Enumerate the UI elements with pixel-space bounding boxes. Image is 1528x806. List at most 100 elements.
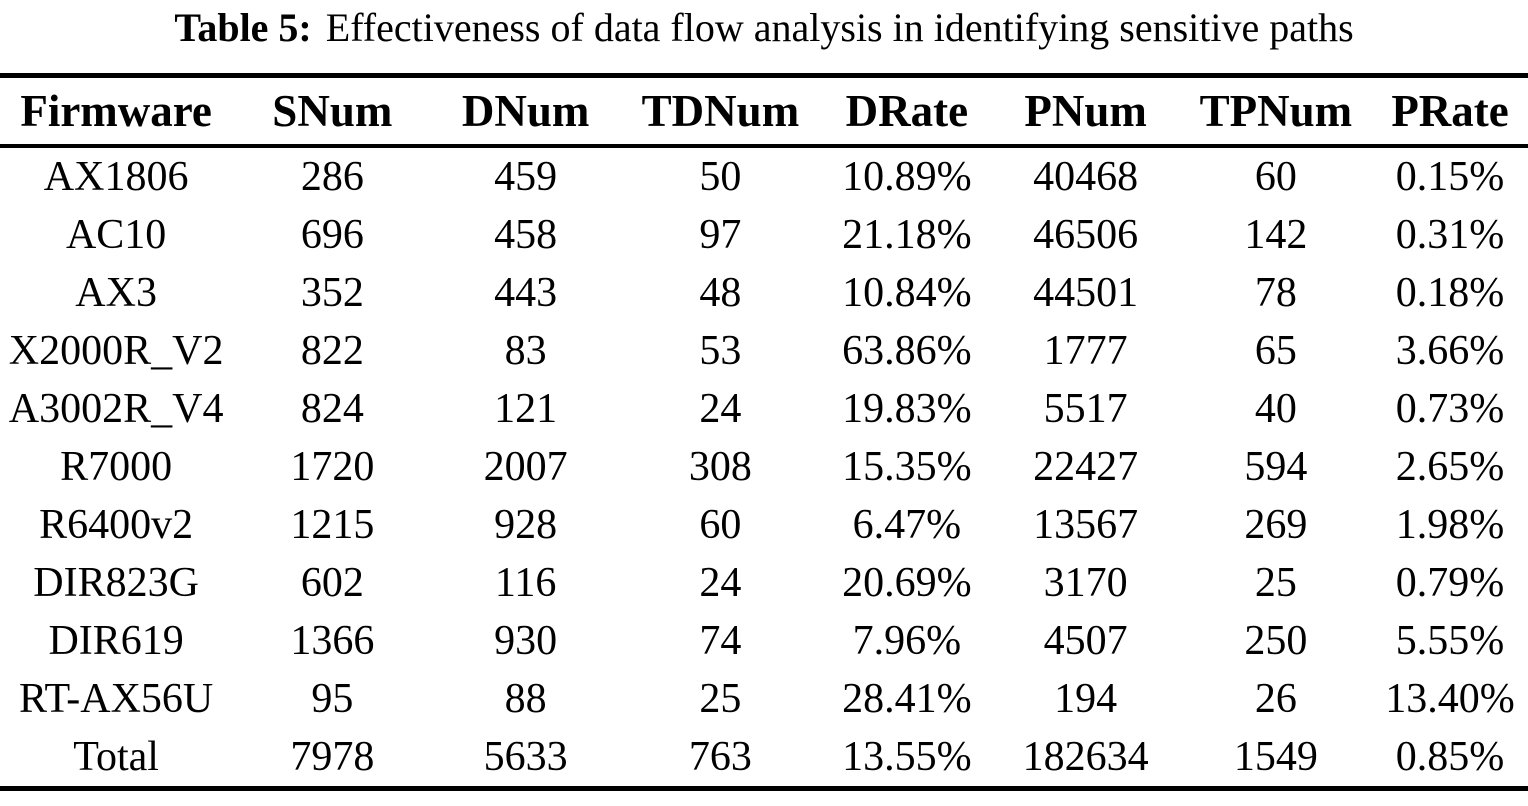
cell-tpnum: 142: [1244, 212, 1308, 258]
cell-pnum: 44501: [1033, 270, 1139, 316]
cell-firmware: RT-AX56U: [18, 676, 214, 722]
cell-drate: 10.89%: [842, 154, 972, 200]
cell-prate: 0.79%: [1395, 560, 1505, 606]
table-row-ac10: AC10 696 458 97 21.18% 46506 142 0.31%: [0, 206, 1528, 264]
cell-dnum: 5633: [483, 734, 568, 780]
cell-drate: 21.18%: [842, 212, 972, 258]
cell-firmware: R6400v2: [39, 502, 194, 548]
cell-tdnum: 25: [699, 676, 742, 722]
cell-pnum: 40468: [1033, 154, 1139, 200]
cell-snum: 352: [300, 270, 364, 316]
cell-tdnum: 763: [688, 734, 752, 780]
cell-snum: 1366: [290, 618, 375, 664]
cell-snum: 696: [300, 212, 364, 258]
cell-prate: 5.55%: [1395, 618, 1505, 664]
cell-prate: 3.66%: [1395, 328, 1505, 374]
cell-drate: 13.55%: [842, 734, 972, 780]
cell-prate: 0.85%: [1395, 734, 1505, 780]
col-header-tpnum: TPNum: [1179, 75, 1373, 148]
cell-prate: 1.98%: [1395, 502, 1505, 548]
cell-pnum: 182634: [1022, 734, 1149, 780]
cell-tpnum: 594: [1244, 444, 1308, 490]
cell-prate: 13.40%: [1385, 676, 1515, 722]
cell-firmware: DIR823G: [33, 560, 199, 606]
cell-tdnum: 50: [699, 154, 742, 200]
cell-tpnum: 26: [1254, 676, 1297, 722]
cell-prate: 0.15%: [1395, 154, 1505, 200]
cell-tdnum: 97: [699, 212, 742, 258]
cell-pnum: 22427: [1033, 444, 1139, 490]
cell-dnum: 458: [494, 212, 558, 258]
cell-tdnum: 60: [699, 502, 742, 548]
table-row-a3002r-v4: A3002R_V4 824 121 24 19.83% 5517 40 0.73…: [0, 380, 1528, 438]
col-header-drate: DRate: [822, 75, 992, 148]
table-header-row: Firmware SNum DNum TDNum DRate PNum TPNu…: [0, 75, 1528, 148]
cell-tdnum: 53: [699, 328, 742, 374]
cell-tpnum: 269: [1244, 502, 1308, 548]
cell-dnum: 116: [494, 560, 557, 606]
col-header-prate: PRate: [1372, 75, 1528, 148]
table-caption: Table 5: Effectiveness of data flow analy…: [0, 0, 1528, 54]
cell-prate: 2.65%: [1395, 444, 1505, 490]
cell-drate: 63.86%: [842, 328, 972, 374]
cell-dnum: 443: [494, 270, 558, 316]
cell-snum: 1215: [290, 502, 375, 548]
cell-firmware: Total: [73, 734, 159, 780]
cell-dnum: 459: [494, 154, 558, 200]
cell-snum: 7978: [290, 734, 375, 780]
data-flow-analysis-table: Firmware SNum DNum TDNum DRate PNum TPNu…: [0, 73, 1528, 791]
cell-firmware: DIR619: [48, 618, 184, 664]
cell-snum: 822: [300, 328, 364, 374]
col-header-dnum: DNum: [432, 75, 619, 148]
cell-tdnum: 48: [699, 270, 742, 316]
cell-dnum: 83: [504, 328, 547, 374]
cell-tpnum: 40: [1254, 386, 1297, 432]
cell-tdnum: 24: [699, 386, 742, 432]
table-row-dir823g: DIR823G 602 116 24 20.69% 3170 25 0.79%: [0, 554, 1528, 612]
cell-prate: 0.18%: [1395, 270, 1505, 316]
cell-snum: 1720: [290, 444, 375, 490]
table-row-x2000r-v2: X2000R_V2 822 83 53 63.86% 1777 65 3.66%: [0, 322, 1528, 380]
cell-firmware: R7000: [60, 444, 173, 490]
table-row-dir619: DIR619 1366 930 74 7.96% 4507 250 5.55%: [0, 612, 1528, 670]
cell-tpnum: 250: [1244, 618, 1308, 664]
cell-firmware: A3002R_V4: [8, 386, 224, 432]
table-row-r6400v2: R6400v2 1215 928 60 6.47% 13567 269 1.98…: [0, 496, 1528, 554]
cell-snum: 602: [300, 560, 364, 606]
cell-drate: 7.96%: [852, 618, 962, 664]
cell-drate: 6.47%: [852, 502, 962, 548]
cell-drate: 28.41%: [842, 676, 972, 722]
cell-tpnum: 1549: [1233, 734, 1318, 780]
cell-dnum: 2007: [483, 444, 568, 490]
table-caption-label: Table 5:: [174, 5, 312, 50]
cell-drate: 15.35%: [842, 444, 972, 490]
cell-prate: 0.73%: [1395, 386, 1505, 432]
table-row-total: Total 7978 5633 763 13.55% 182634 1549 0…: [0, 728, 1528, 789]
cell-pnum: 3170: [1043, 560, 1128, 606]
table-row-r7000: R7000 1720 2007 308 15.35% 22427 594 2.6…: [0, 438, 1528, 496]
table-row-rt-ax56u: RT-AX56U 95 88 25 28.41% 194 26 13.40%: [0, 670, 1528, 728]
col-header-pnum: PNum: [991, 75, 1180, 148]
cell-dnum: 121: [494, 386, 558, 432]
cell-tpnum: 25: [1254, 560, 1297, 606]
cell-dnum: 930: [494, 618, 558, 664]
cell-tdnum: 24: [699, 560, 742, 606]
cell-snum: 824: [300, 386, 364, 432]
cell-prate: 0.31%: [1395, 212, 1505, 258]
table-row-ax3: AX3 352 443 48 10.84% 44501 78 0.18%: [0, 264, 1528, 322]
cell-dnum: 88: [504, 676, 547, 722]
cell-tpnum: 78: [1254, 270, 1297, 316]
cell-pnum: 13567: [1033, 502, 1139, 548]
cell-tpnum: 65: [1254, 328, 1297, 374]
cell-pnum: 4507: [1043, 618, 1128, 664]
cell-tpnum: 60: [1254, 154, 1297, 200]
cell-firmware: AX3: [75, 270, 157, 316]
col-header-firmware: Firmware: [0, 75, 233, 148]
cell-firmware: AC10: [65, 212, 167, 258]
cell-pnum: 46506: [1033, 212, 1139, 258]
cell-drate: 20.69%: [842, 560, 972, 606]
cell-drate: 19.83%: [842, 386, 972, 432]
cell-tdnum: 308: [688, 444, 752, 490]
cell-snum: 95: [311, 676, 354, 722]
